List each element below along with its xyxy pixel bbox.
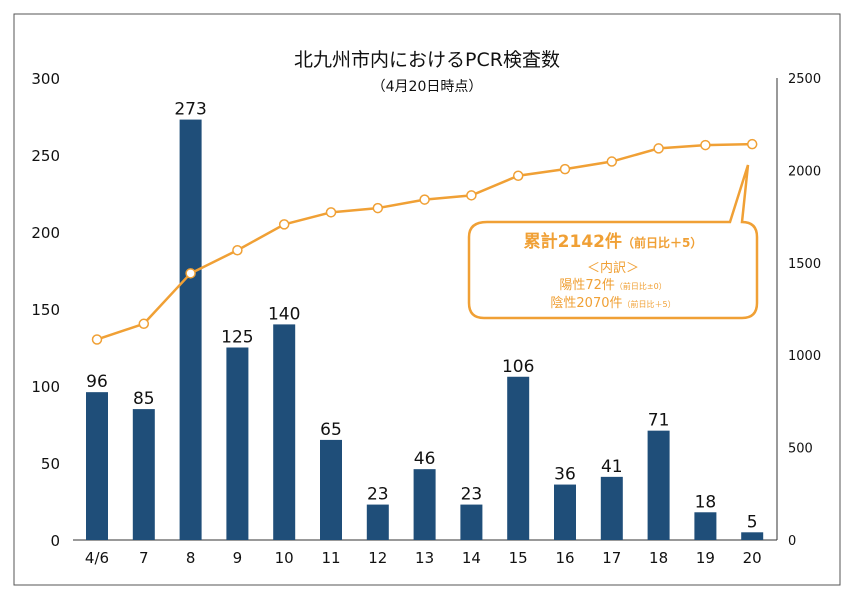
bar-data-label: 140 xyxy=(268,304,300,324)
line-marker xyxy=(138,318,150,330)
bar-data-label: 23 xyxy=(367,485,389,505)
x-tick-label: 15 xyxy=(509,549,528,567)
line-marker xyxy=(325,207,337,218)
x-tick-label: 10 xyxy=(275,549,294,567)
line-marker xyxy=(466,190,477,201)
x-tick-label: 9 xyxy=(233,549,243,567)
bar xyxy=(554,484,576,540)
y-right-tick-label: 1000 xyxy=(788,349,821,364)
bar xyxy=(460,504,483,540)
callout-total: 累計2142件（前日比＋5） xyxy=(524,231,703,252)
bar-data-label: 23 xyxy=(461,485,483,505)
line-marker xyxy=(700,139,711,151)
bar xyxy=(741,532,764,540)
x-tick-label: 11 xyxy=(321,549,340,567)
x-tick-label: 14 xyxy=(462,549,481,567)
y-right-tick-label: 500 xyxy=(788,442,813,457)
x-tick-label: 16 xyxy=(555,549,574,567)
y-left-tick-label: 250 xyxy=(31,147,60,165)
bar xyxy=(366,504,389,540)
bar xyxy=(226,347,249,540)
bar xyxy=(694,512,717,540)
y-right-tick-label: 2500 xyxy=(788,72,821,87)
x-tick-label: 7 xyxy=(139,549,149,567)
bar xyxy=(273,324,296,540)
line-marker xyxy=(278,219,290,230)
bar-data-label: 96 xyxy=(86,372,108,392)
bar-data-label: 85 xyxy=(133,389,155,409)
bar-data-label: 273 xyxy=(174,100,206,120)
y-right-tick-label: 0 xyxy=(788,534,796,549)
y-left-tick-label: 150 xyxy=(31,301,60,319)
y-left-tick-label: 300 xyxy=(31,70,60,88)
callout-bubble xyxy=(467,164,759,320)
callout-breakdown-label: ＜内訳＞ xyxy=(587,260,639,276)
x-tick-label: 20 xyxy=(743,549,762,567)
chart-subtitle: （4月20日時点） xyxy=(372,79,483,95)
chart-title: 北九州市内におけるPCR検査数 xyxy=(294,49,560,71)
line-marker xyxy=(512,170,524,182)
x-tick-label: 19 xyxy=(696,549,715,567)
x-tick-label: 8 xyxy=(186,549,196,567)
y-left-tick-label: 200 xyxy=(31,224,60,242)
line-marker xyxy=(372,202,384,214)
line-marker xyxy=(653,143,664,154)
bar-data-label: 41 xyxy=(601,457,623,477)
y-right-tick-label: 2000 xyxy=(788,164,821,179)
line-marker xyxy=(91,334,103,345)
bar xyxy=(320,439,342,540)
bar-data-label: 18 xyxy=(695,492,717,512)
bar xyxy=(507,376,530,540)
bar-data-label: 5 xyxy=(747,512,758,532)
bar-data-label: 125 xyxy=(221,328,253,348)
line-marker xyxy=(559,163,571,175)
y-left-tick-label: 50 xyxy=(41,455,60,473)
x-tick-label: 12 xyxy=(368,549,387,567)
bar xyxy=(600,476,623,540)
line-marker xyxy=(232,244,243,256)
line-marker xyxy=(419,194,430,205)
callout-positive: 陽性72件（前日比±0） xyxy=(559,278,666,293)
bar xyxy=(179,119,202,540)
callout: 累計2142件（前日比＋5） ＜内訳＞ 陽性72件（前日比±0） 陰性2070件… xyxy=(467,164,759,320)
bar-data-label: 65 xyxy=(320,420,342,440)
bar-data-label: 71 xyxy=(648,411,670,431)
y-right-tick-label: 1500 xyxy=(788,257,821,272)
x-tick-label: 18 xyxy=(649,549,668,567)
line-marker xyxy=(606,156,618,167)
bar xyxy=(132,409,155,540)
bar-data-label: 106 xyxy=(502,357,534,377)
line-marker xyxy=(185,268,196,279)
line-marker xyxy=(746,138,758,150)
bar-data-label: 36 xyxy=(554,465,576,485)
x-tick-label: 13 xyxy=(415,549,434,567)
callout-negative: 陰性2070件（前日比＋5） xyxy=(550,296,675,311)
bar xyxy=(647,430,670,540)
x-tick-label: 17 xyxy=(602,549,621,567)
bar xyxy=(413,469,436,540)
bar xyxy=(86,392,108,540)
bar-data-label: 46 xyxy=(414,449,436,469)
y-left-tick-label: 100 xyxy=(31,378,60,396)
y-left-tick-label: 0 xyxy=(50,532,60,550)
x-tick-label: 4/6 xyxy=(85,549,109,567)
